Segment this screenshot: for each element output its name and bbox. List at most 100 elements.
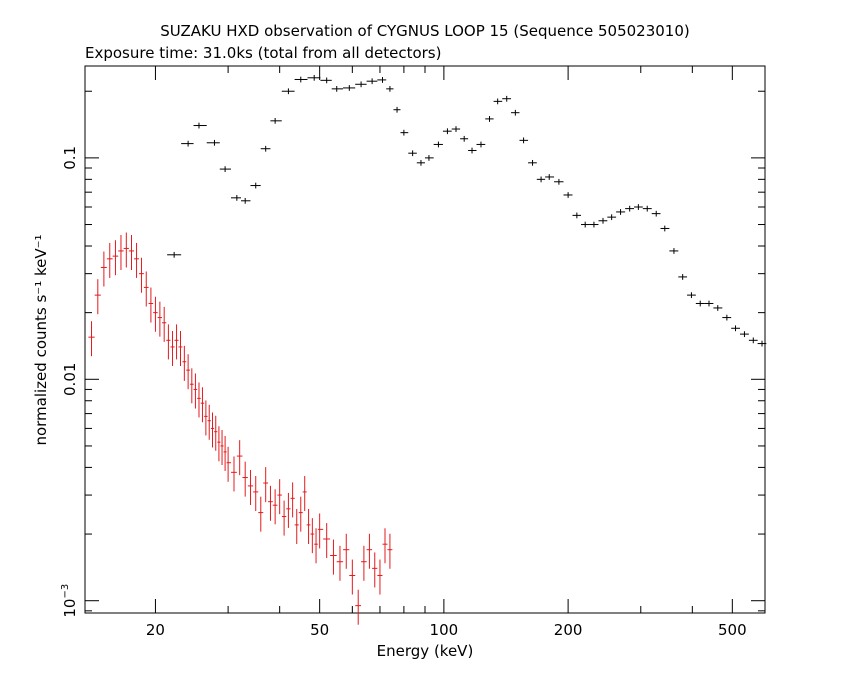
data-point	[377, 559, 383, 595]
data-point	[241, 197, 251, 204]
data-point	[731, 325, 740, 332]
data-point	[294, 508, 299, 544]
data-point	[206, 139, 220, 146]
y-tick-label-text: 0.1	[61, 146, 79, 170]
data-point	[366, 533, 373, 569]
series-0	[167, 74, 767, 347]
data-point	[272, 489, 278, 525]
data-point	[162, 306, 167, 342]
data-point	[386, 86, 394, 92]
data-point	[123, 232, 129, 268]
data-point	[170, 331, 175, 367]
chart-subtitle: Exposure time: 31.0ks (total from all de…	[85, 44, 442, 62]
data-point	[112, 240, 119, 276]
data-point	[377, 77, 387, 83]
data-point	[253, 475, 259, 511]
data-point	[722, 314, 732, 321]
data-point	[220, 430, 224, 466]
data-point	[581, 221, 590, 228]
data-point	[148, 287, 154, 323]
data-point	[739, 331, 749, 338]
data-point	[178, 331, 183, 367]
data-point	[442, 128, 452, 135]
data-point	[616, 209, 626, 215]
data-point	[400, 129, 409, 136]
data-point	[451, 126, 461, 132]
data-point	[134, 242, 140, 278]
data-point	[189, 368, 194, 404]
data-point	[343, 533, 350, 569]
data-point	[651, 210, 661, 217]
data-point	[210, 412, 215, 448]
data-point	[589, 221, 599, 228]
x-tick-label: 200	[554, 621, 583, 639]
y-axis-label: normalized counts s⁻¹ keV⁻¹	[32, 234, 50, 445]
data-point	[424, 155, 434, 161]
data-point	[310, 518, 315, 554]
data-point	[554, 178, 564, 185]
x-tick-label: 50	[310, 621, 329, 639]
y-tick-label: 0.01	[61, 363, 79, 396]
data-point	[387, 533, 393, 569]
data-point	[157, 301, 163, 337]
data-point	[247, 469, 254, 505]
data-point	[634, 204, 643, 210]
data-point	[106, 242, 113, 278]
data-point	[331, 86, 344, 92]
data-point	[678, 274, 688, 280]
data-point	[268, 485, 273, 521]
data-point	[281, 88, 295, 95]
data-point	[366, 78, 378, 85]
data-point	[167, 251, 182, 258]
data-point	[528, 159, 537, 166]
data-point	[88, 321, 95, 357]
data-point	[468, 147, 477, 154]
data-point	[336, 545, 344, 581]
data-point	[317, 513, 324, 549]
data-point	[217, 426, 221, 462]
data-point	[408, 150, 417, 157]
data-point	[186, 354, 190, 390]
data-point	[118, 235, 124, 271]
data-point	[460, 135, 469, 142]
data-point	[307, 74, 321, 81]
series-layer	[88, 74, 767, 625]
data-point	[294, 76, 308, 83]
data-point	[207, 404, 211, 440]
x-tick-label: 20	[146, 621, 165, 639]
data-point	[139, 257, 144, 293]
data-point	[355, 81, 367, 88]
data-point	[433, 141, 443, 148]
data-point	[330, 539, 337, 575]
data-point	[757, 340, 767, 347]
y-tick-label-text: 0.01	[61, 363, 79, 396]
data-point	[502, 95, 512, 102]
data-point	[236, 440, 243, 476]
data-point	[349, 559, 356, 595]
y-tick-label: 0.1	[61, 146, 79, 170]
data-point	[393, 106, 401, 113]
data-point	[290, 482, 295, 518]
data-point	[519, 137, 529, 144]
data-point	[298, 496, 303, 532]
data-point	[166, 324, 171, 360]
data-point	[258, 496, 264, 532]
data-point	[704, 300, 714, 307]
data-point	[200, 387, 205, 423]
data-point	[536, 176, 546, 183]
data-point	[128, 235, 135, 271]
data-point	[260, 145, 271, 152]
data-point	[153, 296, 158, 332]
data-point	[193, 122, 207, 129]
data-point	[343, 85, 356, 91]
data-point	[204, 400, 208, 436]
data-point	[226, 446, 232, 482]
data-point	[485, 116, 494, 122]
data-point	[100, 251, 107, 287]
y-tick-label-exponent: −3	[60, 584, 71, 599]
data-point	[642, 205, 652, 212]
axis-ticks: 20 50 100 200 500 10−3 0.01 0.1	[60, 66, 766, 639]
chart-title: SUZAKU HXD observation of CYGNUS LOOP 15…	[160, 22, 690, 40]
